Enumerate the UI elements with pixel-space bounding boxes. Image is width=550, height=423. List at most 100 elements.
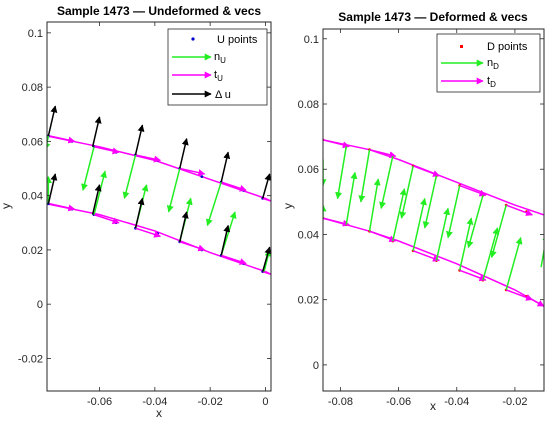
delta-vector-arrow <box>179 211 189 242</box>
tangent-vector-arrow <box>526 295 544 307</box>
normal-vector-arrow <box>166 168 181 213</box>
legend-label: tU <box>214 69 223 83</box>
y-axis-label: y <box>0 203 13 209</box>
normal-vector-arrow <box>435 207 451 261</box>
normal-vector-arrow <box>368 178 381 232</box>
normal-vector-arrow <box>412 197 427 251</box>
x-tick-label: -0.04 <box>444 396 469 408</box>
delta-vector-arrow <box>91 116 102 147</box>
tangent-vector-arrow <box>459 269 487 282</box>
axis-ticks: -0.06 -0.04 -0.02 0 -0.02 0 0.02 0.04 0.06 0.08 0.… <box>18 22 271 408</box>
normal-vector-arrow <box>466 195 484 249</box>
legend-label-main: n <box>487 57 493 69</box>
normal-vector-arrow <box>392 188 407 242</box>
x-tick-label: -0.02 <box>502 396 527 408</box>
chart-undeformed: Sample 1473 — Undeformed & vecs -0.06 -0.… <box>0 4 272 420</box>
y-tick-label: 0.08 <box>298 99 319 111</box>
y-tick-label: 0.06 <box>298 164 319 176</box>
normal-vector-arrow <box>422 175 438 229</box>
delta-vector-arrow <box>179 137 189 169</box>
y-tick-label: 0.02 <box>298 295 319 307</box>
tangent-vector-arrow <box>412 250 440 262</box>
tangent-vector-arrow <box>369 230 397 243</box>
legend-label-sub: D <box>493 62 499 71</box>
tangent-vector-arrow <box>262 270 271 276</box>
legend-label-sub: U <box>220 56 226 65</box>
axes-box <box>46 21 272 392</box>
delta-vector-arrow <box>47 105 58 137</box>
x-axis-label: x <box>430 399 436 413</box>
normal-vector-arrow <box>379 156 394 210</box>
y-tick-label: -0.02 <box>18 353 43 365</box>
tangent-vector-arrow <box>220 254 247 265</box>
x-tick-label: -0.02 <box>198 396 223 408</box>
y-tick-label: 0.08 <box>22 82 43 94</box>
tangent-vector-arrow <box>323 217 350 227</box>
tangent-vector-arrow <box>412 165 440 177</box>
x-axis-label: x <box>156 406 162 420</box>
y-tick-label: 0 <box>313 360 319 372</box>
tangent-vector-arrow <box>459 184 487 197</box>
tangent-vector-arrow <box>93 213 120 225</box>
tangent-vector-arrow <box>49 203 76 212</box>
legend-label-main: t <box>487 75 490 87</box>
tangent-vector-arrow <box>135 227 162 238</box>
legend-label-main: n <box>214 51 220 63</box>
tangent-vector-arrow <box>179 241 206 252</box>
x-tick-label: -0.06 <box>386 396 411 408</box>
chart-deformed: Sample 1473 — Deformed & vecs -0.08 -0.06… <box>281 10 545 413</box>
legend-label: nU <box>214 51 226 65</box>
data-marks <box>47 105 271 276</box>
tangent-vector-arrow <box>220 181 247 192</box>
tangent-vector-arrow <box>505 204 534 216</box>
x-tick-label: 0 <box>262 396 268 408</box>
delta-vector-arrow <box>261 173 271 199</box>
normal-vector-arrow <box>505 237 523 291</box>
legend: D points nD tD <box>436 33 541 93</box>
normal-vector-arrow <box>205 181 222 227</box>
tangent-vector-arrow <box>135 154 162 163</box>
delta-vector-arrow <box>220 224 231 256</box>
y-axis-label: y <box>281 203 295 209</box>
legend-label: U points <box>217 34 258 46</box>
normal-vector-arrow <box>458 217 474 271</box>
normal-vector-arrow <box>81 146 95 191</box>
tangent-vector-arrow <box>93 146 120 155</box>
tangent-vector-arrow <box>323 139 350 149</box>
tangent-vector-arrow <box>369 148 397 159</box>
delta-vector-arrow <box>91 184 102 215</box>
x-tick-label: -0.08 <box>328 396 353 408</box>
axes-box <box>322 28 545 392</box>
y-tick-label: 0.04 <box>22 191 43 203</box>
legend-point-icon <box>191 37 195 41</box>
y-tick-label: 0.04 <box>298 229 319 241</box>
normal-vector-arrow <box>47 135 51 151</box>
normal-vector-arrow <box>358 149 371 203</box>
legend-label: Δ u <box>215 89 231 101</box>
normal-vector-arrow <box>122 154 137 200</box>
data-marks <box>323 138 544 307</box>
interface-curve <box>323 217 544 307</box>
normal-vector-arrow <box>482 227 500 281</box>
normal-vector-arrow <box>540 233 544 268</box>
axis-ticks: -0.08 -0.06 -0.04 -0.02 0 0.02 0.04 0.06 0.08 0.1 <box>298 29 544 408</box>
normal-vector-arrow <box>399 165 414 219</box>
y-tick-label: 0.02 <box>22 245 43 257</box>
delta-vector-arrow <box>261 246 271 272</box>
legend-label-sub: U <box>217 74 223 83</box>
delta-vector-arrow <box>47 173 58 204</box>
y-tick-label: 0 <box>37 299 43 311</box>
data-point <box>200 175 204 179</box>
legend: U points nU tU Δ u <box>167 28 268 106</box>
normal-vector-arrow <box>93 170 107 215</box>
delta-vector-arrow <box>220 151 231 183</box>
chart-title: Sample 1473 — Deformed & vecs <box>338 10 528 24</box>
y-tick-label: 0.1 <box>304 34 319 46</box>
x-tick-label: -0.04 <box>142 396 167 408</box>
y-tick-label: 0.06 <box>22 136 43 148</box>
legend-label: nD <box>487 57 499 71</box>
delta-vector-arrow <box>134 197 145 229</box>
delta-vector-arrow <box>134 124 145 156</box>
normal-vector-arrow <box>335 146 348 200</box>
